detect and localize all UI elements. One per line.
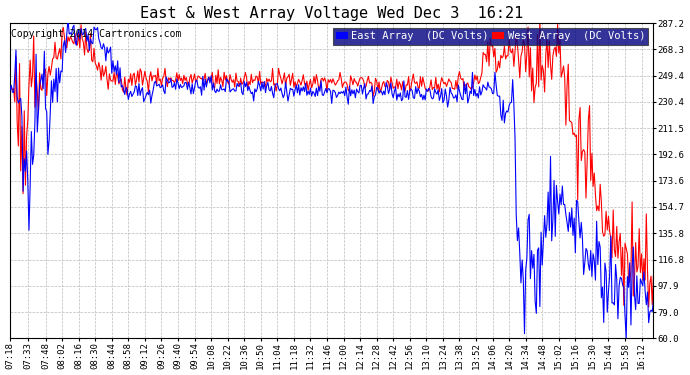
- Text: Copyright 2014 Cartronics.com: Copyright 2014 Cartronics.com: [11, 29, 181, 39]
- Title: East & West Array Voltage Wed Dec 3  16:21: East & West Array Voltage Wed Dec 3 16:2…: [140, 6, 523, 21]
- Legend: East Array  (DC Volts), West Array  (DC Volts): East Array (DC Volts), West Array (DC Vo…: [333, 28, 648, 45]
